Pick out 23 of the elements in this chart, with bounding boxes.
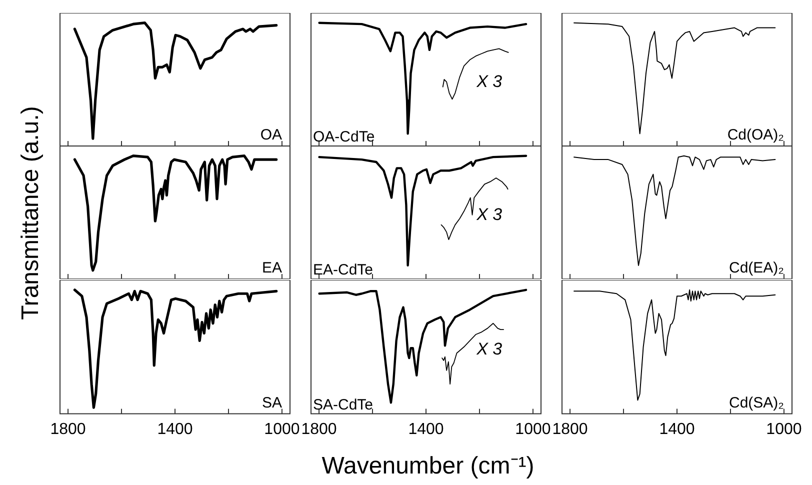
- annotation: EA: [262, 260, 282, 277]
- y-axis-title: Transmittance (a.u.): [17, 106, 45, 320]
- x-tick-label: 1000: [515, 420, 551, 438]
- x-tick-label: 1800: [50, 420, 86, 438]
- annotation: OA-CdTe: [313, 128, 375, 146]
- x-tick-label: 1800: [301, 420, 337, 438]
- annotation: OA: [260, 126, 282, 144]
- annotation: SA: [262, 394, 282, 412]
- annotation: SA-CdTe: [313, 396, 374, 414]
- annotation: Cd(OA)₂: [727, 126, 784, 144]
- annotation: Cd(EA)₂: [729, 260, 784, 277]
- x-tick-label: 1800: [552, 420, 588, 438]
- x-tick-label: 1400: [408, 420, 444, 438]
- annotation: X 3: [476, 204, 503, 224]
- x-tick-label: 1000: [264, 420, 300, 438]
- annotation: X 3: [476, 339, 503, 358]
- annotation: Cd(SA)₂: [729, 394, 784, 412]
- x-tick-label: 1400: [659, 420, 695, 438]
- annotation: X 3: [476, 72, 503, 91]
- x-axis-title: Wavenumber (cm⁻¹): [322, 452, 534, 480]
- x-tick-label: 1000: [766, 420, 802, 438]
- x-tick-label: 1400: [157, 420, 193, 438]
- annotation: EA-CdTe: [313, 262, 374, 279]
